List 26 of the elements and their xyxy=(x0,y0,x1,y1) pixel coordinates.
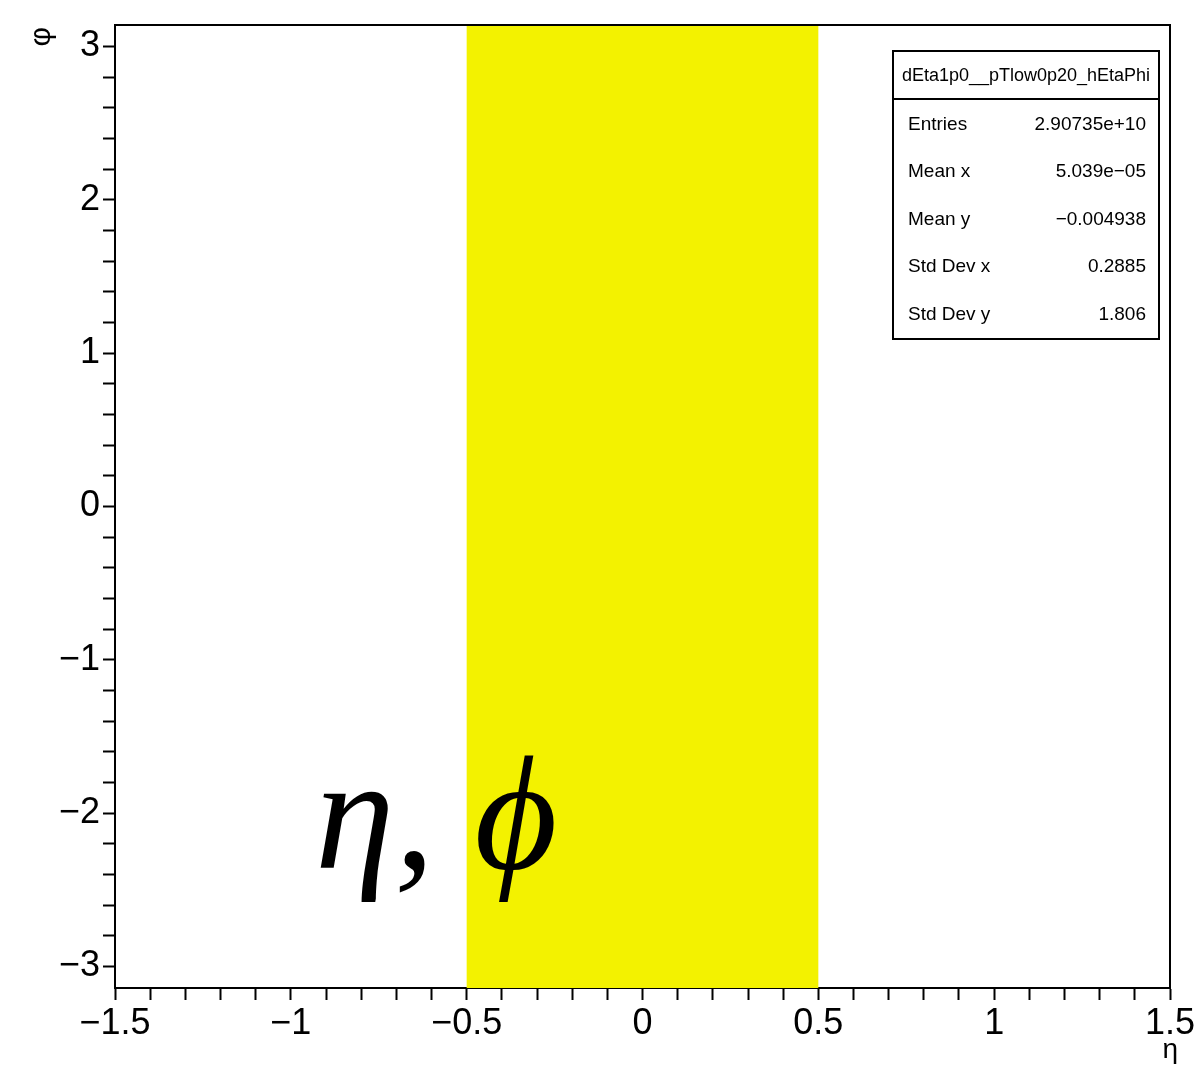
y-tick-label: −2 xyxy=(58,790,100,832)
y-axis-title: φ xyxy=(23,27,57,47)
y-tick-label: 2 xyxy=(79,176,100,218)
x-tick-label: 0.5 xyxy=(793,1000,844,1042)
x-tick-label: 0 xyxy=(632,1000,653,1042)
annotation: 1.806 xyxy=(1098,302,1146,325)
annotation: Mean y xyxy=(908,207,971,230)
annotation: 2.90735e+10 xyxy=(1034,112,1146,135)
annotation: η, ϕ xyxy=(315,725,558,903)
annotation: 5.039e−05 xyxy=(1055,160,1146,183)
annotation: dEta1p0__pTlow0p20_hEtaPhi xyxy=(894,52,1158,100)
annotation: Entries xyxy=(908,112,968,135)
x-tick-label: −1 xyxy=(270,1000,312,1042)
x-tick-label: −1.5 xyxy=(79,1000,151,1042)
y-tick-label: 1 xyxy=(79,330,100,372)
annotation: Std Dev y xyxy=(908,302,991,325)
y-tick-label: 0 xyxy=(79,483,100,525)
y-tick-label: 3 xyxy=(79,23,100,65)
y-tick-label: −1 xyxy=(58,636,100,678)
annotation: Mean x xyxy=(908,160,971,183)
y-tick-label: −3 xyxy=(58,943,100,985)
annotation: Std Dev x xyxy=(908,255,991,278)
annotation: −0.004938 xyxy=(1055,207,1146,230)
x-tick-label: −0.5 xyxy=(431,1000,503,1042)
x-tick-label: 1 xyxy=(984,1000,1005,1042)
annotation: 0.2885 xyxy=(1087,255,1146,278)
